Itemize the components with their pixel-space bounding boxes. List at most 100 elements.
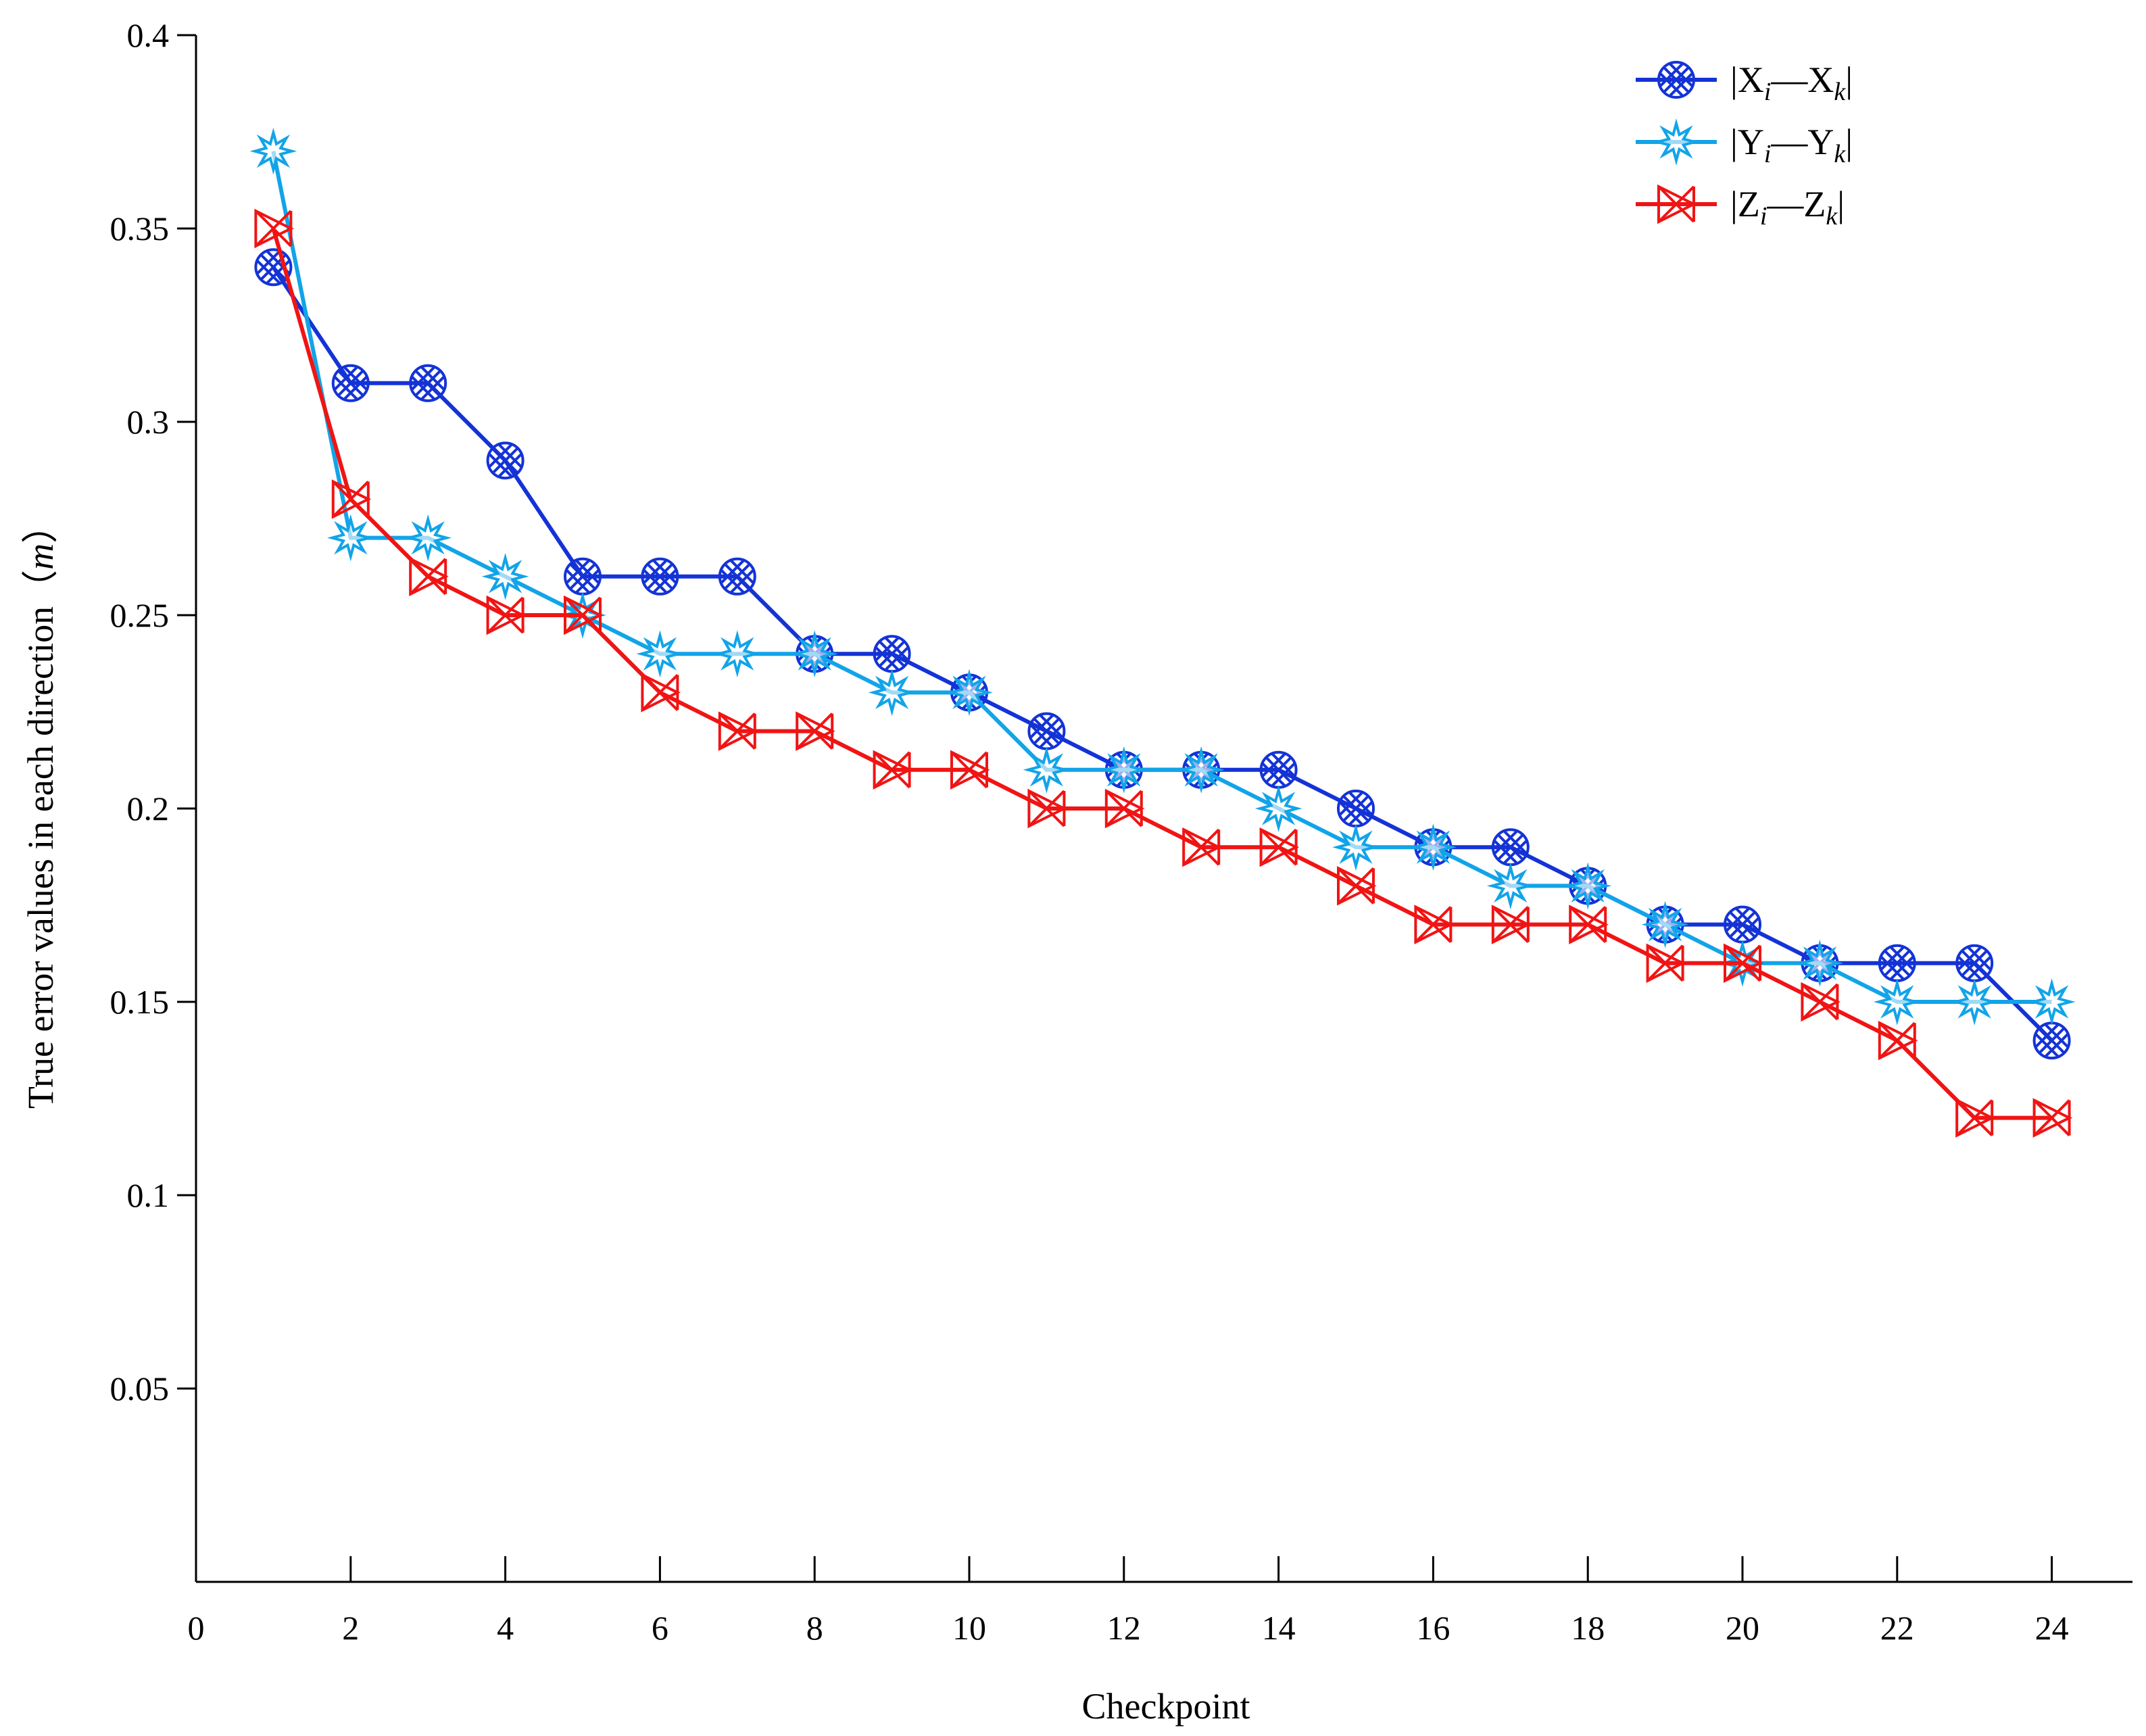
marker-stroke bbox=[568, 562, 597, 590]
y-tick-label: 0.3 bbox=[127, 403, 170, 441]
marker-stroke bbox=[641, 673, 679, 711]
marker-circle bbox=[254, 248, 293, 287]
marker-star bbox=[713, 630, 761, 678]
marker-stroke bbox=[652, 559, 677, 584]
marker-stroke bbox=[1669, 63, 1693, 87]
marker-stroke bbox=[1735, 907, 1759, 932]
marker-circle bbox=[1657, 61, 1695, 99]
marker-star bbox=[1486, 862, 1534, 910]
data-point bbox=[331, 479, 372, 519]
data-point bbox=[409, 556, 449, 597]
y-axis-title: True error values in each direction（m） bbox=[20, 507, 61, 1109]
marker-stroke bbox=[1880, 946, 1905, 971]
marker-star bbox=[1254, 785, 1302, 832]
marker-box bbox=[873, 750, 913, 790]
x-tick-label: 18 bbox=[1571, 1609, 1605, 1647]
data-point bbox=[331, 364, 370, 402]
legend-dash: — bbox=[1766, 184, 1804, 224]
marker-star bbox=[1409, 823, 1457, 871]
data-point bbox=[486, 441, 525, 480]
x-tick-label: 0 bbox=[188, 1609, 205, 1647]
y-tick-label: 0.35 bbox=[110, 210, 170, 247]
marker-stroke bbox=[643, 569, 667, 594]
marker-stroke bbox=[498, 443, 522, 468]
marker-stroke bbox=[1182, 828, 1220, 866]
marker-stroke bbox=[730, 569, 754, 594]
marker-star bbox=[1023, 746, 1071, 794]
marker-stroke bbox=[1029, 724, 1054, 748]
data-point bbox=[1486, 862, 1534, 910]
marker-stroke bbox=[564, 596, 602, 634]
y-tick-label: 0.4 bbox=[127, 16, 170, 54]
data-point bbox=[1027, 788, 1067, 829]
marker-stroke bbox=[1735, 917, 1759, 942]
data-point bbox=[1801, 982, 1840, 1022]
marker-stroke bbox=[1883, 949, 1911, 977]
legend: |Xi—Xk||Yi—Yk||Zi—Zk| bbox=[1636, 59, 1853, 231]
marker-box bbox=[1724, 943, 1763, 984]
data-point bbox=[1951, 978, 1999, 1026]
legend-dash: — bbox=[1770, 122, 1808, 162]
marker-stroke bbox=[718, 713, 756, 750]
marker-star bbox=[946, 669, 993, 717]
marker-box bbox=[1878, 1020, 1918, 1061]
x-tick-label: 16 bbox=[1416, 1609, 1450, 1647]
data-point bbox=[1409, 823, 1457, 871]
data-point bbox=[1332, 823, 1380, 871]
data-point bbox=[1259, 827, 1300, 867]
marker-stroke bbox=[488, 443, 513, 468]
marker-stroke bbox=[1957, 956, 1982, 980]
data-point bbox=[1796, 939, 1844, 987]
marker-stroke bbox=[332, 480, 370, 518]
marker-stroke bbox=[498, 453, 522, 478]
legend-item: |Zi—Zk| bbox=[1636, 184, 1845, 231]
marker-stroke bbox=[254, 210, 292, 247]
data-point bbox=[249, 127, 297, 175]
marker-stroke bbox=[1348, 792, 1373, 816]
x-tick-label: 24 bbox=[2035, 1609, 2069, 1647]
marker-star bbox=[404, 514, 452, 562]
data-point bbox=[564, 557, 602, 596]
marker-box bbox=[1646, 943, 1686, 984]
legend-label: |Xi—Xk| bbox=[1730, 59, 1853, 106]
x-tick-label: 4 bbox=[497, 1609, 514, 1647]
marker-stroke bbox=[566, 569, 590, 594]
x-tick-label: 12 bbox=[1107, 1609, 1141, 1647]
marker-box bbox=[718, 711, 758, 751]
data-point bbox=[1646, 943, 1686, 984]
marker-stroke bbox=[1955, 1099, 1993, 1137]
x-tick-label: 6 bbox=[652, 1609, 668, 1647]
marker-stroke bbox=[2038, 1027, 2066, 1055]
data-point bbox=[1878, 944, 1916, 982]
data-point bbox=[1182, 827, 1222, 867]
marker-stroke bbox=[1039, 714, 1064, 739]
marker-stroke bbox=[1967, 946, 1992, 971]
legend-var: X bbox=[1807, 59, 1834, 100]
marker-stroke bbox=[646, 562, 674, 590]
marker-stroke bbox=[1033, 717, 1060, 745]
marker-stroke bbox=[1029, 714, 1054, 739]
marker-star bbox=[868, 669, 916, 717]
legend-sub: i bbox=[1764, 78, 1772, 106]
marker-stroke bbox=[1265, 756, 1292, 783]
marker-stroke bbox=[720, 569, 745, 594]
marker-circle bbox=[718, 557, 756, 596]
marker-stroke bbox=[652, 569, 677, 594]
marker-star bbox=[1951, 978, 1999, 1026]
marker-stroke bbox=[1271, 763, 1296, 787]
marker-stroke bbox=[1659, 72, 1684, 97]
y-axis-title-open-paren: （ bbox=[20, 570, 61, 606]
marker-stroke bbox=[487, 596, 525, 634]
marker-star bbox=[1641, 900, 1689, 948]
marker-stroke bbox=[488, 453, 513, 478]
marker-stroke bbox=[1662, 66, 1690, 94]
data-point bbox=[1564, 862, 1612, 910]
marker-stroke bbox=[337, 369, 364, 397]
marker-stroke bbox=[1961, 949, 1989, 977]
legend-sub: i bbox=[1760, 202, 1767, 231]
data-point bbox=[1491, 905, 1532, 944]
marker-stroke bbox=[411, 366, 435, 391]
y-axis-title-unit: m bbox=[20, 544, 61, 570]
marker-star bbox=[1332, 823, 1380, 871]
